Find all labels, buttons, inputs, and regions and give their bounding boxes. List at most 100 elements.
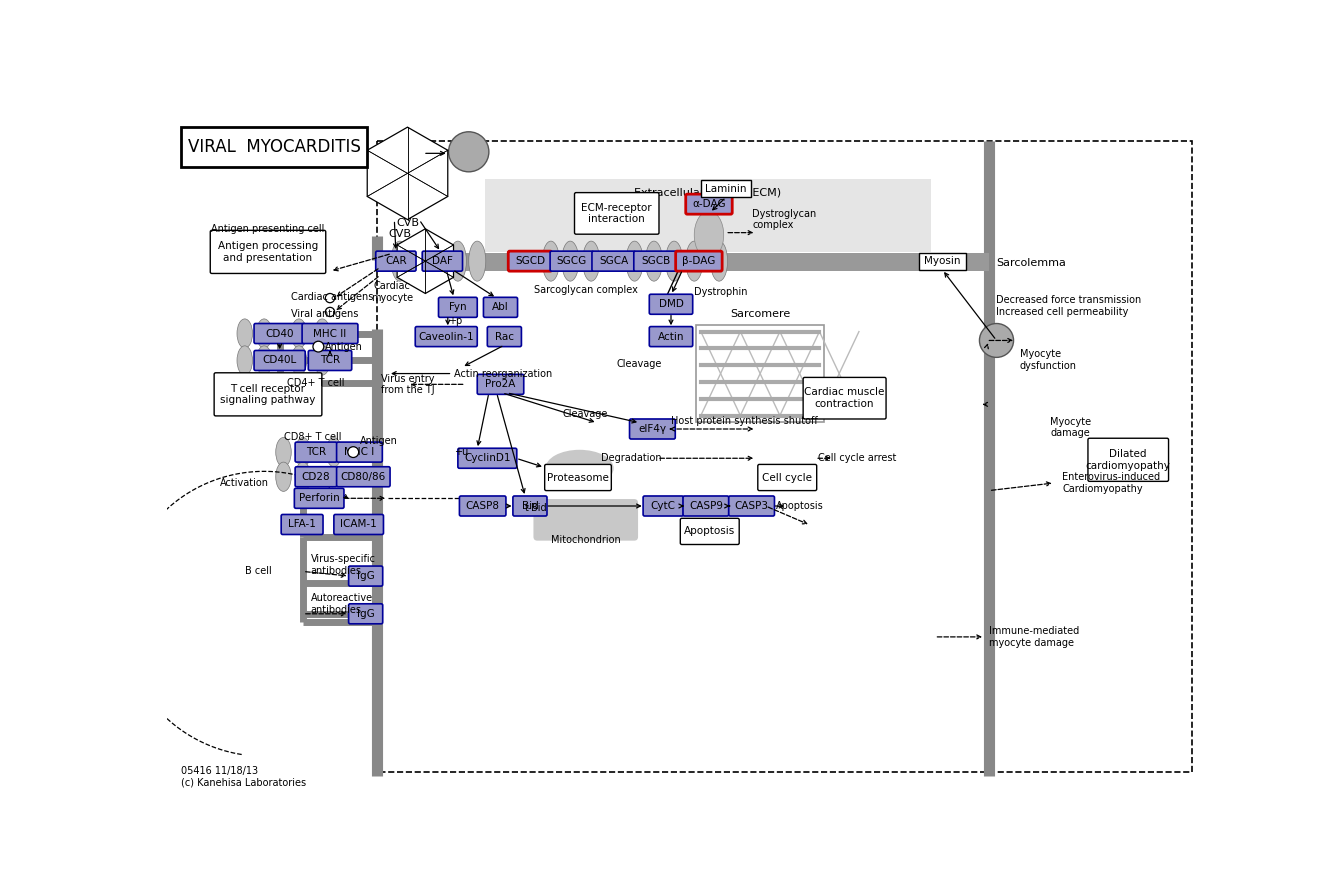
Text: Decreased force transmission
Increased cell permeability: Decreased force transmission Increased c…	[997, 295, 1141, 317]
FancyBboxPatch shape	[337, 442, 383, 462]
FancyBboxPatch shape	[649, 326, 693, 347]
FancyBboxPatch shape	[294, 488, 344, 509]
Ellipse shape	[546, 450, 614, 487]
Text: Proteasome: Proteasome	[547, 473, 609, 482]
Text: CD40: CD40	[265, 328, 294, 339]
FancyBboxPatch shape	[296, 466, 337, 487]
FancyBboxPatch shape	[1088, 438, 1168, 481]
Text: MHC I: MHC I	[344, 447, 375, 457]
Text: Cardiac
myocyte: Cardiac myocyte	[371, 281, 413, 303]
Ellipse shape	[542, 241, 559, 281]
Ellipse shape	[450, 241, 467, 281]
Text: Pro2A: Pro2A	[486, 379, 515, 389]
FancyBboxPatch shape	[210, 231, 325, 274]
Ellipse shape	[645, 241, 662, 281]
Polygon shape	[397, 229, 454, 293]
Circle shape	[313, 341, 324, 352]
FancyBboxPatch shape	[483, 297, 518, 318]
Text: Sarcomere: Sarcomere	[731, 309, 791, 319]
Text: Cell cycle: Cell cycle	[763, 473, 812, 482]
Text: ICAM-1: ICAM-1	[340, 519, 377, 530]
FancyBboxPatch shape	[649, 294, 693, 314]
Text: +u: +u	[454, 447, 468, 457]
Text: SGCA: SGCA	[599, 256, 629, 266]
Ellipse shape	[292, 319, 306, 348]
Text: CASP8: CASP8	[466, 501, 499, 511]
Text: ECM-receptor
interaction: ECM-receptor interaction	[582, 202, 652, 224]
Text: Actin reorganization: Actin reorganization	[454, 369, 553, 378]
FancyBboxPatch shape	[803, 378, 886, 419]
Bar	[701, 180, 751, 197]
Text: Apoptosis: Apoptosis	[684, 526, 736, 537]
Text: α-DAG: α-DAG	[692, 199, 725, 209]
FancyBboxPatch shape	[214, 373, 322, 416]
Text: MHC II: MHC II	[313, 328, 347, 339]
Text: Actin: Actin	[658, 332, 684, 341]
Text: Cell cycle arrest: Cell cycle arrest	[819, 453, 896, 463]
Text: CASP9: CASP9	[689, 501, 723, 511]
Text: Autoreactive
antibodies: Autoreactive antibodies	[310, 593, 373, 614]
Text: Activation: Activation	[219, 478, 269, 488]
Bar	[919, 253, 966, 269]
FancyBboxPatch shape	[254, 350, 305, 370]
FancyBboxPatch shape	[337, 466, 391, 487]
FancyBboxPatch shape	[334, 515, 384, 534]
FancyBboxPatch shape	[686, 194, 732, 214]
Ellipse shape	[257, 319, 272, 348]
FancyBboxPatch shape	[534, 499, 638, 540]
FancyBboxPatch shape	[512, 496, 547, 516]
Text: t-Bid: t-Bid	[524, 502, 547, 512]
Text: β-DAG: β-DAG	[682, 256, 716, 266]
Text: TCR: TCR	[320, 356, 340, 365]
Text: CD28: CD28	[302, 472, 330, 481]
Text: DAF: DAF	[432, 256, 452, 266]
Text: Enterovirus-induced
Cardiomyopathy: Enterovirus-induced Cardiomyopathy	[1062, 472, 1160, 494]
FancyBboxPatch shape	[308, 350, 352, 370]
Text: DMD: DMD	[658, 299, 684, 309]
FancyBboxPatch shape	[680, 518, 739, 545]
FancyBboxPatch shape	[487, 326, 522, 347]
FancyBboxPatch shape	[630, 419, 676, 439]
Text: Fyn: Fyn	[450, 303, 467, 312]
Text: Myocyte
damage: Myocyte damage	[1049, 416, 1090, 438]
Text: CD4+ T cell: CD4+ T cell	[288, 378, 345, 388]
Text: Cleavage: Cleavage	[562, 408, 607, 419]
Polygon shape	[367, 127, 448, 219]
Text: Cardiac antigens: Cardiac antigens	[292, 291, 373, 302]
Ellipse shape	[694, 211, 724, 259]
FancyBboxPatch shape	[415, 326, 478, 347]
FancyBboxPatch shape	[349, 604, 383, 624]
Text: LFA-1: LFA-1	[288, 519, 316, 530]
Bar	[696, 326, 824, 422]
Bar	[484, 179, 931, 252]
Text: Virus entry
from the TJ: Virus entry from the TJ	[381, 373, 435, 395]
FancyBboxPatch shape	[729, 496, 775, 516]
Ellipse shape	[562, 241, 579, 281]
FancyBboxPatch shape	[545, 465, 611, 491]
Ellipse shape	[665, 241, 682, 281]
Ellipse shape	[391, 241, 408, 281]
Text: CASP3: CASP3	[735, 501, 768, 511]
Ellipse shape	[468, 241, 486, 281]
Text: Antigen: Antigen	[360, 436, 397, 445]
Text: Immune-mediated
myocyte damage: Immune-mediated myocyte damage	[989, 626, 1078, 648]
Text: eIF4γ: eIF4γ	[638, 424, 666, 434]
Text: +p: +p	[448, 316, 463, 326]
Bar	[376, 141, 1192, 773]
Text: Laminin: Laminin	[705, 184, 747, 194]
Bar	[376, 253, 989, 271]
Text: Bid: Bid	[522, 501, 538, 511]
FancyBboxPatch shape	[423, 251, 463, 271]
FancyBboxPatch shape	[478, 374, 523, 394]
Circle shape	[325, 307, 334, 317]
Ellipse shape	[292, 346, 306, 375]
Text: Viral antigens: Viral antigens	[292, 309, 359, 319]
Text: VIRAL  MYOCARDITIS: VIRAL MYOCARDITIS	[187, 138, 361, 156]
Text: Antigen: Antigen	[325, 341, 363, 352]
FancyBboxPatch shape	[349, 566, 383, 586]
Text: Rac: Rac	[495, 332, 514, 341]
FancyBboxPatch shape	[459, 496, 506, 516]
Text: Myocyte
dysfunction: Myocyte dysfunction	[1020, 348, 1077, 370]
Ellipse shape	[237, 319, 253, 348]
FancyBboxPatch shape	[302, 324, 357, 343]
